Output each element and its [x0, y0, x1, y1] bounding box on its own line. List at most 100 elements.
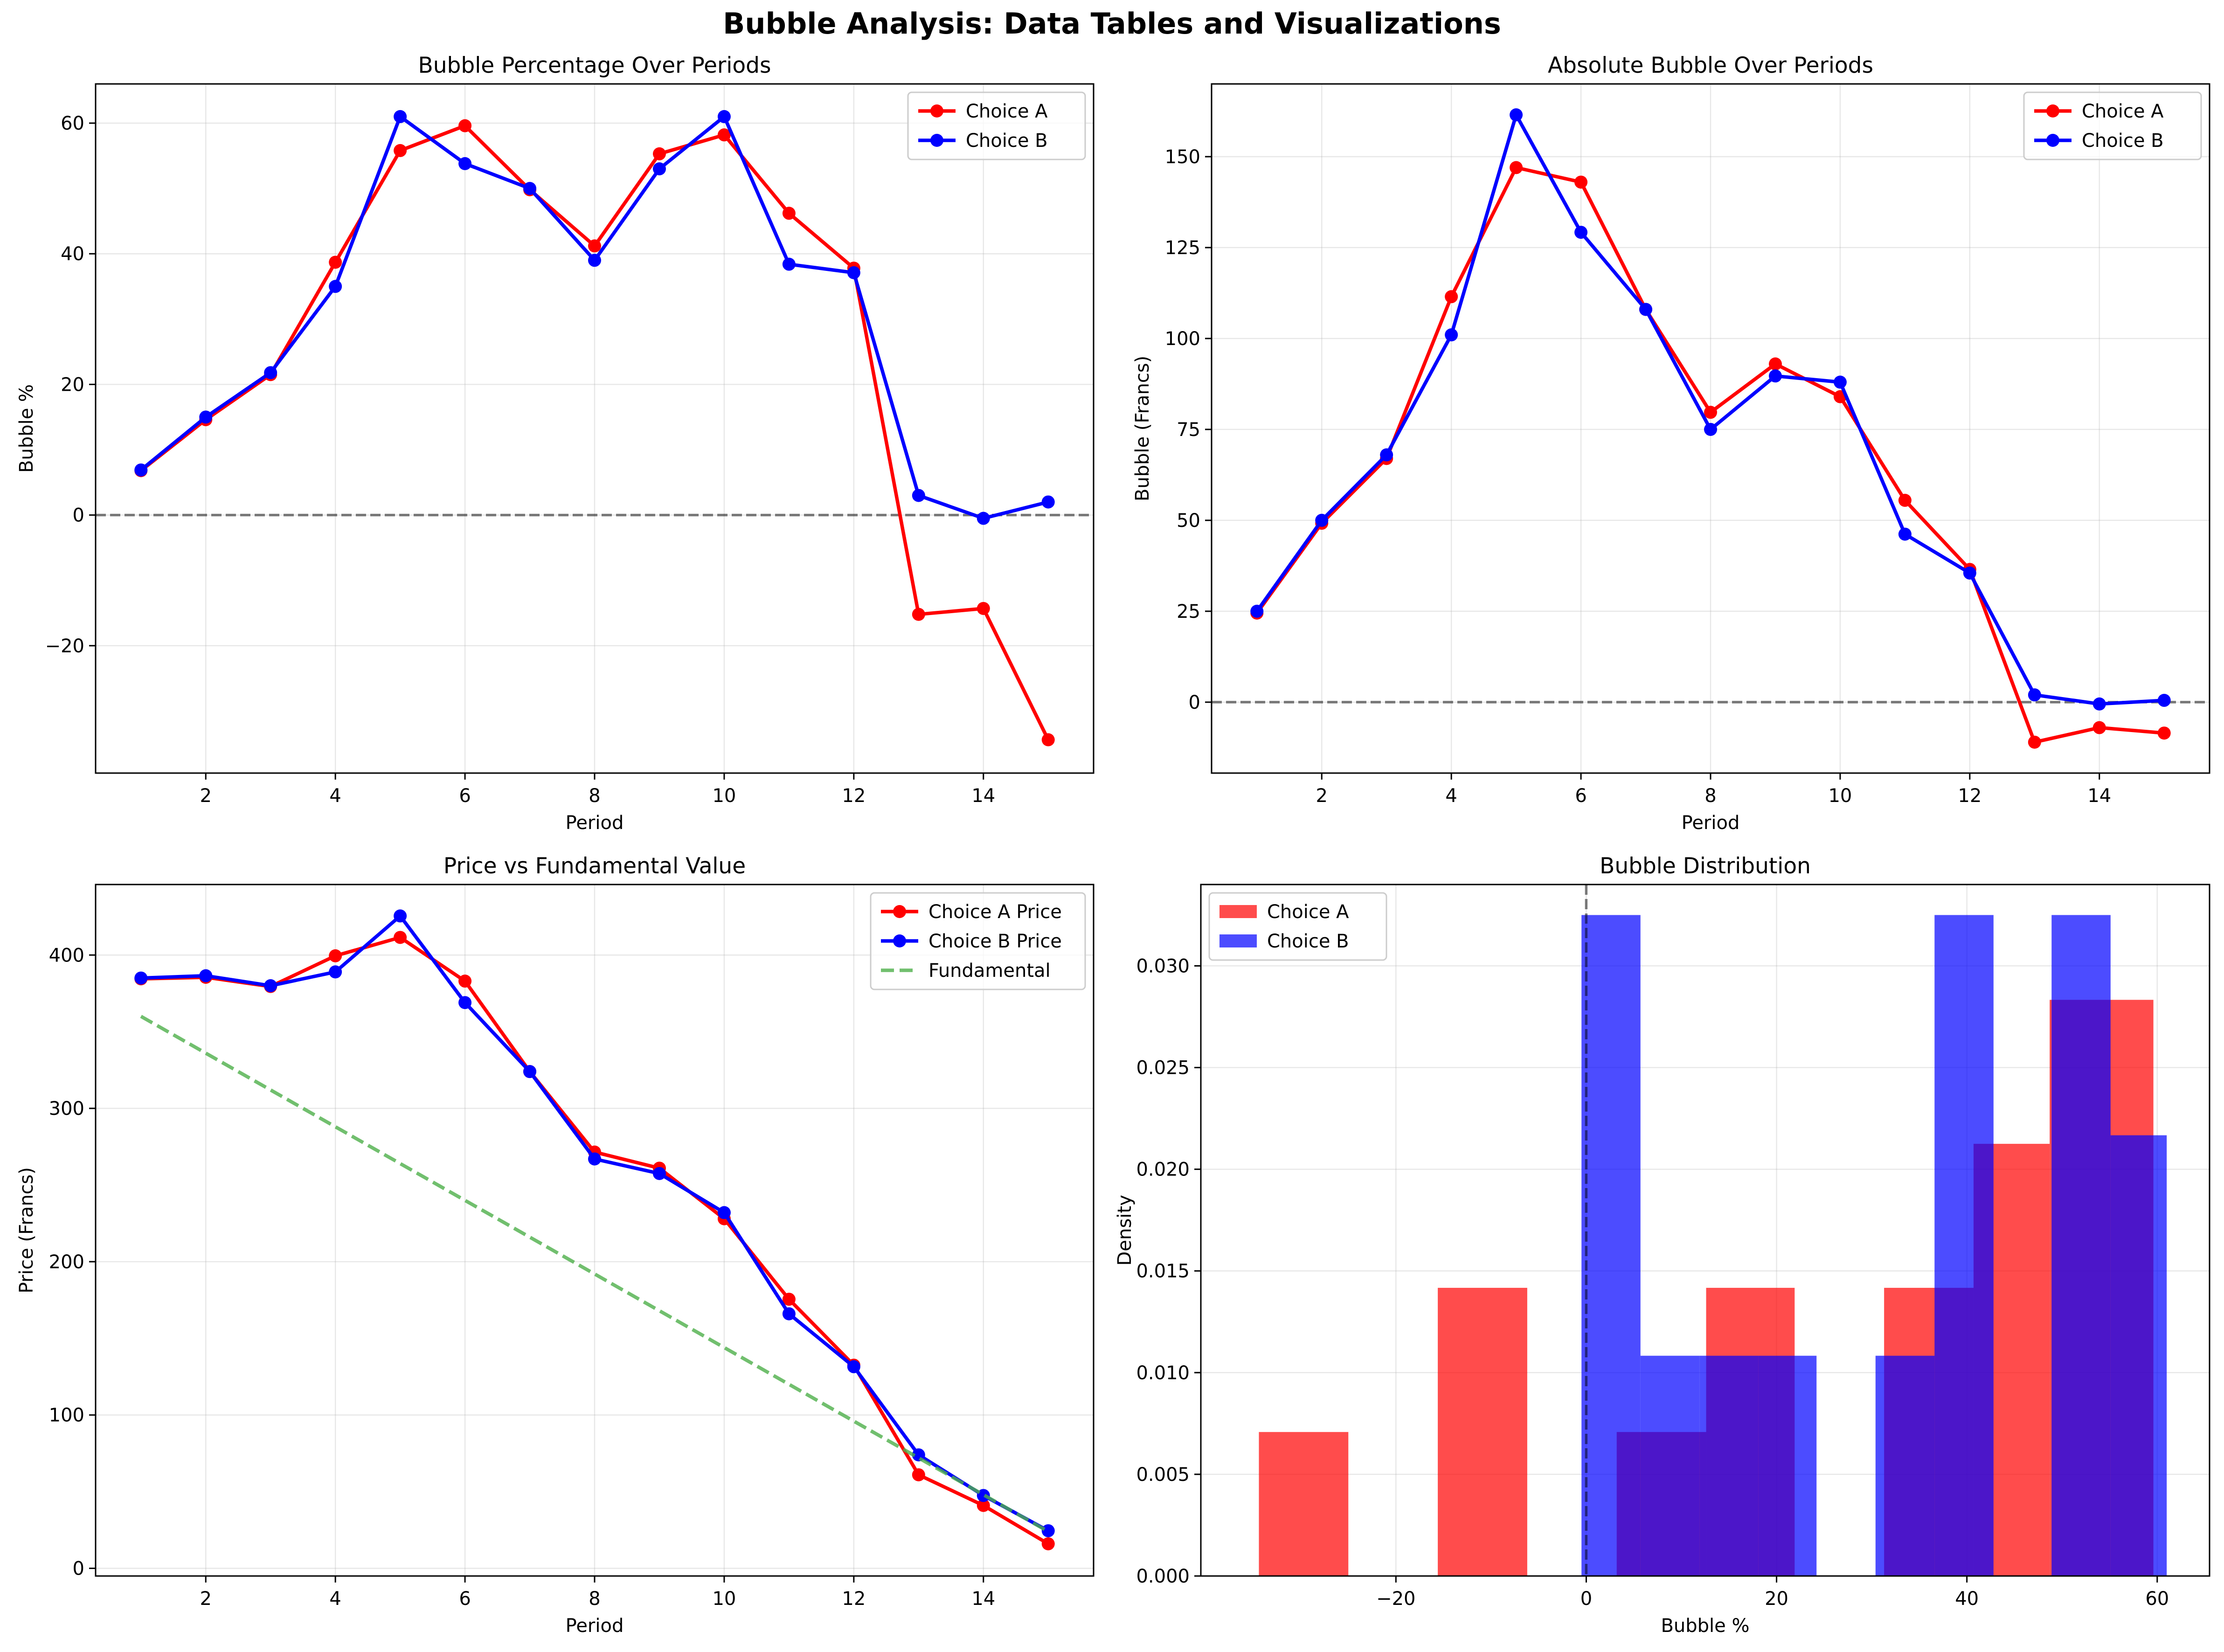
- legend-label: Fundamental: [928, 960, 1051, 982]
- data-point: [1041, 495, 1055, 509]
- x-axis-label: Period: [566, 1615, 624, 1637]
- histogram-bar-b: [1875, 1355, 1935, 1576]
- data-point: [2028, 688, 2041, 702]
- histogram-bar-a: [1259, 1432, 1349, 1576]
- data-point: [1704, 406, 1717, 419]
- x-tick-label: 2: [200, 785, 212, 807]
- data-point: [2092, 697, 2106, 711]
- legend-marker: [2046, 104, 2059, 118]
- data-point: [2157, 694, 2171, 707]
- legend-swatch: [1219, 934, 1257, 947]
- x-tick-label: 8: [589, 785, 600, 807]
- data-point: [2028, 735, 2041, 749]
- x-tick-label: 0: [1580, 1588, 1592, 1610]
- data-point: [2157, 726, 2171, 740]
- data-point: [782, 207, 796, 220]
- x-tick-label: 4: [329, 785, 341, 807]
- y-tick-label: 0.015: [1136, 1261, 1190, 1282]
- y-tick-label: 0.000: [1136, 1566, 1190, 1587]
- chart-title: Bubble Distribution: [1600, 853, 1811, 879]
- data-point: [847, 1360, 860, 1374]
- x-tick-label: 2: [1316, 785, 1328, 807]
- data-point: [1380, 448, 1393, 462]
- chart-panel-3: 2 4 6 8 10 12 14 0 100 200 300 400 Price vs Fundamen…: [16, 853, 1095, 1637]
- data-point: [329, 280, 342, 293]
- legend-box: [870, 892, 1086, 990]
- data-point: [912, 608, 925, 621]
- chart-title: Price vs Fundamental Value: [443, 853, 746, 879]
- legend-box: [2023, 91, 2202, 160]
- legend: Choice A Choice B: [2023, 91, 2202, 160]
- data-point: [912, 1468, 925, 1481]
- histogram-bar-b: [1934, 915, 1994, 1576]
- histogram-bar-b: [1640, 1355, 1700, 1576]
- x-tick-label: 4: [1445, 785, 1457, 807]
- legend-label: Choice A: [966, 101, 1048, 122]
- x-tick-label: 6: [459, 1588, 471, 1610]
- chart-title: Bubble Percentage Over Periods: [418, 53, 771, 78]
- data-point: [977, 601, 990, 615]
- data-point: [394, 110, 407, 124]
- data-point: [199, 410, 213, 424]
- x-tick-label: 14: [971, 785, 995, 807]
- x-tick-label: 6: [459, 785, 471, 807]
- data-point: [717, 1206, 731, 1219]
- legend-label: Choice B: [2082, 130, 2164, 152]
- x-tick-label: 40: [1955, 1588, 1979, 1610]
- legend-marker: [930, 104, 943, 118]
- data-point: [588, 254, 601, 267]
- chart-panel-2: 2 4 6 8 10 12 14 0 25 50 75 100 125 150 Absolute Bubbl…: [1132, 53, 2210, 834]
- axes-frame: [1200, 884, 2210, 1577]
- data-point: [329, 949, 342, 962]
- data-point: [1445, 328, 1458, 342]
- legend-marker: [2046, 134, 2059, 147]
- x-tick-label: 8: [1704, 785, 1716, 807]
- y-tick-label: 0: [73, 505, 84, 526]
- legend: Choice A Choice B: [1208, 892, 1387, 961]
- x-axis-label: Period: [1682, 812, 1740, 834]
- data-point: [1639, 303, 1653, 316]
- data-point: [458, 119, 472, 132]
- data-point: [1315, 513, 1329, 527]
- data-point: [1250, 604, 1264, 618]
- data-point: [1833, 375, 1847, 389]
- y-tick-label: 150: [1165, 146, 1200, 168]
- x-tick-label: 12: [842, 1588, 866, 1610]
- y-tick-label: 50: [1177, 510, 1200, 532]
- y-tick-label: 25: [1177, 601, 1200, 622]
- legend-label: Choice B: [966, 130, 1048, 152]
- y-tick-label: 0.030: [1136, 955, 1190, 977]
- data-point: [847, 266, 860, 279]
- data-point: [1510, 161, 1523, 174]
- x-tick-label: 10: [712, 785, 736, 807]
- data-point: [782, 257, 796, 271]
- data-point: [1898, 494, 1912, 507]
- y-tick-label: 0: [73, 1558, 84, 1580]
- data-point: [394, 909, 407, 923]
- y-tick-label: 75: [1177, 419, 1200, 441]
- y-axis-label: Bubble %: [16, 384, 37, 473]
- y-axis-label: Price (Francs): [16, 1167, 37, 1293]
- legend-marker: [893, 905, 906, 918]
- x-tick-label: 12: [1958, 785, 1982, 807]
- data-point: [1898, 527, 1912, 541]
- chart-title: Absolute Bubble Over Periods: [1548, 53, 1873, 78]
- data-point: [458, 975, 472, 988]
- x-tick-label: 8: [589, 1588, 600, 1610]
- legend-swatch: [1219, 905, 1257, 918]
- data-point: [977, 1489, 990, 1502]
- y-tick-label: 125: [1165, 237, 1200, 259]
- data-point: [394, 931, 407, 944]
- y-tick-label: 0.025: [1136, 1058, 1190, 1079]
- data-point: [782, 1307, 796, 1320]
- data-point: [652, 147, 666, 160]
- x-tick-label: 2: [200, 1588, 212, 1610]
- legend-label: Choice B Price: [928, 931, 1062, 952]
- data-point: [588, 239, 601, 253]
- y-tick-label: 300: [49, 1098, 84, 1120]
- data-point: [977, 511, 990, 525]
- data-point: [652, 1167, 666, 1180]
- data-point: [977, 1499, 990, 1512]
- x-tick-label: 6: [1575, 785, 1587, 807]
